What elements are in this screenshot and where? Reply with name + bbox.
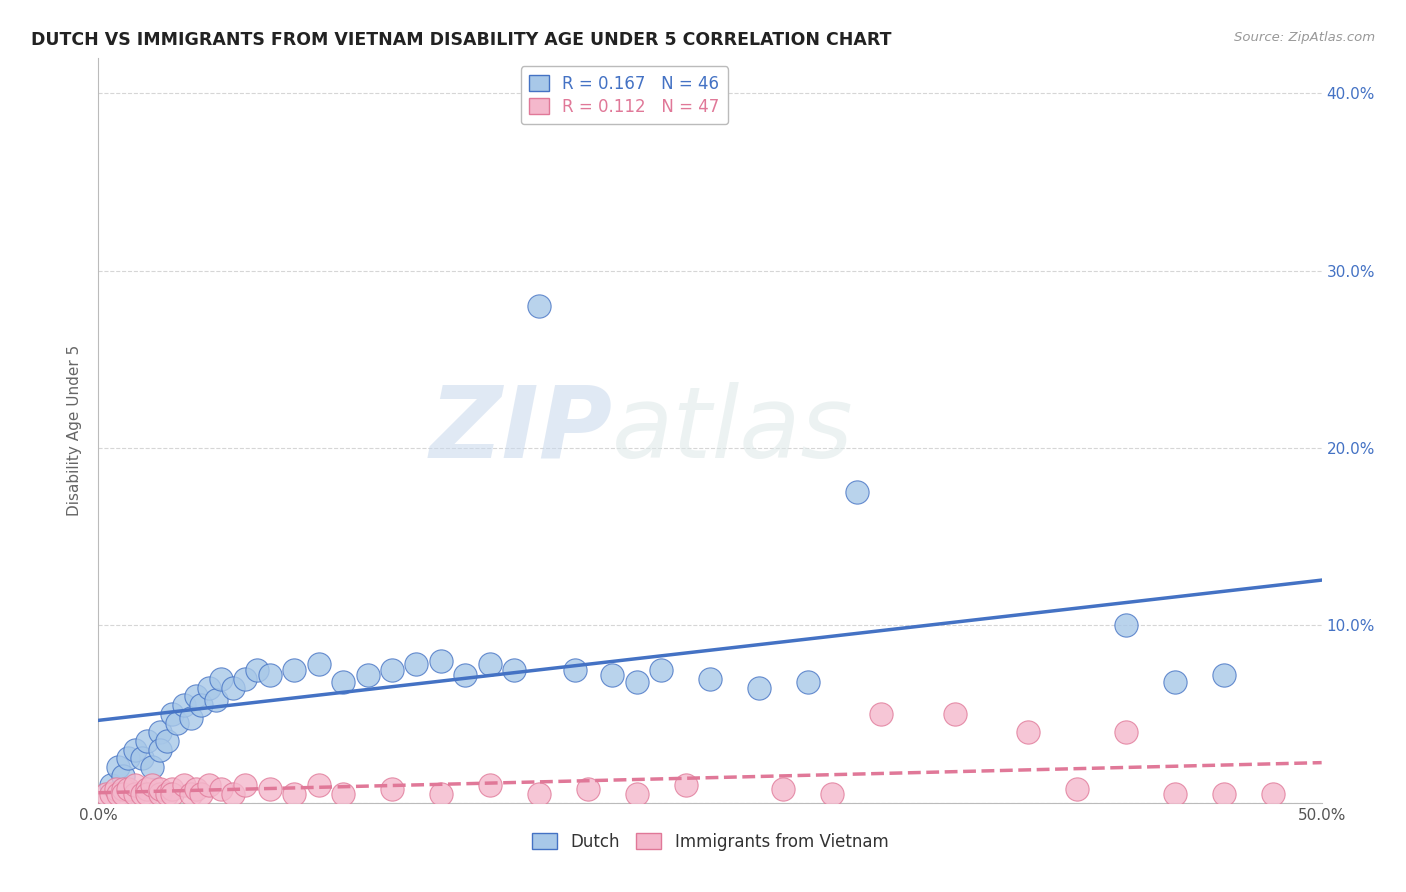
Point [149, 781, 172, 796]
Point [943, 707, 966, 722]
Point [233, 672, 256, 686]
Point [675, 778, 697, 792]
Point [233, 778, 256, 792]
Point [166, 716, 188, 731]
Y-axis label: Disability Age Under 5: Disability Age Under 5 [67, 345, 83, 516]
Point [332, 675, 354, 690]
Text: DUTCH VS IMMIGRANTS FROM VIETNAM DISABILITY AGE UNDER 5 CORRELATION CHART: DUTCH VS IMMIGRANTS FROM VIETNAM DISABIL… [31, 31, 891, 49]
Point [1017, 724, 1039, 739]
Point [430, 787, 453, 801]
Point [156, 733, 179, 747]
Point [173, 778, 195, 792]
Point [124, 778, 146, 792]
Point [626, 787, 648, 801]
Point [180, 711, 202, 725]
Point [186, 690, 208, 704]
Point [160, 781, 183, 796]
Point [381, 663, 404, 677]
Point [180, 787, 202, 801]
Point [564, 663, 586, 677]
Point [100, 778, 122, 792]
Point [454, 668, 477, 682]
Point [107, 760, 129, 774]
Point [160, 787, 183, 801]
Point [527, 787, 550, 801]
Point [356, 668, 378, 682]
Point [308, 657, 330, 672]
Point [748, 681, 770, 695]
Text: ZIP: ZIP [429, 382, 612, 479]
Point [259, 781, 281, 796]
Point [160, 707, 183, 722]
Point [149, 742, 172, 756]
Point [1164, 787, 1187, 801]
Point [111, 769, 134, 783]
Point [136, 781, 159, 796]
Point [772, 781, 794, 796]
Point [131, 751, 153, 765]
Point [94, 787, 117, 801]
Point [209, 672, 232, 686]
Point [626, 675, 648, 690]
Point [1115, 724, 1137, 739]
Point [430, 654, 453, 668]
Point [186, 781, 208, 796]
Point [576, 781, 599, 796]
Point [222, 787, 245, 801]
Point [100, 787, 122, 801]
Point [478, 657, 501, 672]
Point [117, 781, 139, 796]
Text: Source: ZipAtlas.com: Source: ZipAtlas.com [1234, 31, 1375, 45]
Point [308, 778, 330, 792]
Point [131, 787, 153, 801]
Point [332, 787, 354, 801]
Point [111, 787, 134, 801]
Point [821, 787, 844, 801]
Point [845, 485, 868, 500]
Point [503, 663, 526, 677]
Point [870, 707, 893, 722]
Point [124, 742, 146, 756]
Point [136, 787, 159, 801]
Text: atlas: atlas [612, 382, 853, 479]
Point [136, 733, 159, 747]
Point [111, 781, 134, 796]
Point [190, 698, 212, 713]
Point [209, 781, 232, 796]
Point [797, 675, 820, 690]
Point [156, 787, 179, 801]
Point [1212, 668, 1234, 682]
Point [190, 787, 212, 801]
Point [381, 781, 404, 796]
Point [527, 299, 550, 313]
Point [124, 787, 146, 801]
Point [1212, 787, 1234, 801]
Point [141, 778, 163, 792]
Point [600, 668, 623, 682]
Point [650, 663, 672, 677]
Point [197, 681, 219, 695]
Point [197, 778, 219, 792]
Legend: Dutch, Immigrants from Vietnam: Dutch, Immigrants from Vietnam [524, 827, 896, 858]
Point [141, 760, 163, 774]
Point [1261, 787, 1284, 801]
Point [104, 781, 127, 796]
Point [259, 668, 281, 682]
Point [149, 787, 172, 801]
Point [283, 787, 305, 801]
Point [405, 657, 427, 672]
Point [149, 724, 172, 739]
Point [246, 663, 269, 677]
Point [478, 778, 501, 792]
Point [117, 751, 139, 765]
Point [283, 663, 305, 677]
Point [222, 681, 245, 695]
Point [699, 672, 721, 686]
Point [1164, 675, 1187, 690]
Point [173, 698, 195, 713]
Point [1066, 781, 1088, 796]
Point [205, 693, 228, 707]
Point [107, 787, 129, 801]
Point [1115, 618, 1137, 632]
